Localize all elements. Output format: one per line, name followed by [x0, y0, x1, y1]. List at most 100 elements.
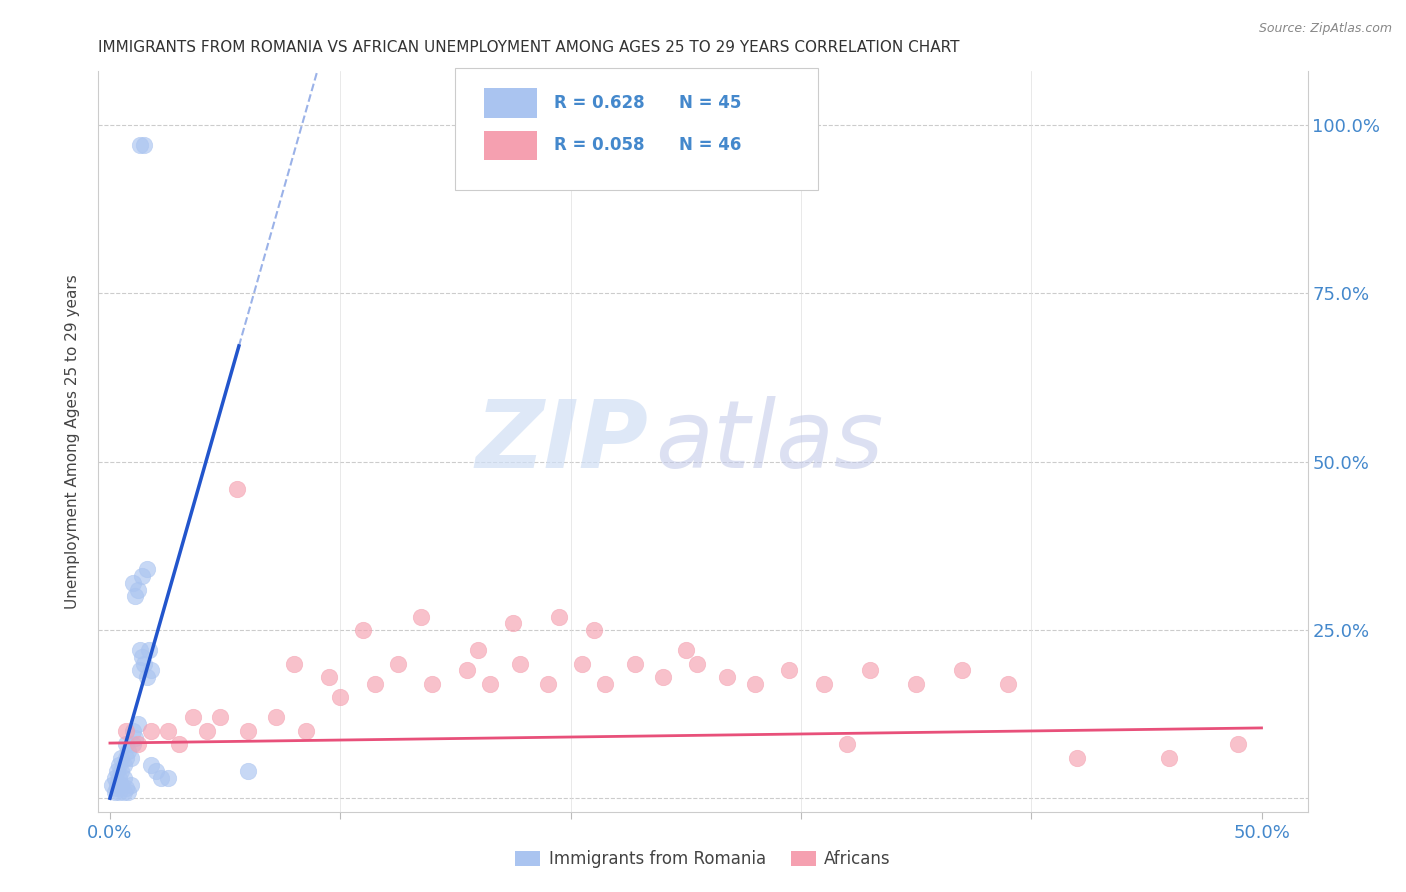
Point	[675, 643, 697, 657]
Point	[131, 649, 153, 664]
Text: ZIP: ZIP	[475, 395, 648, 488]
Point	[582, 623, 605, 637]
Point	[236, 723, 259, 738]
Point	[859, 664, 882, 678]
FancyBboxPatch shape	[484, 130, 537, 161]
Point	[478, 677, 501, 691]
Point	[120, 751, 142, 765]
Y-axis label: Unemployment Among Ages 25 to 29 years: Unemployment Among Ages 25 to 29 years	[65, 274, 80, 609]
Point	[108, 757, 131, 772]
Point	[105, 778, 128, 792]
Legend: Immigrants from Romania, Africans: Immigrants from Romania, Africans	[509, 844, 897, 875]
Text: R = 0.628: R = 0.628	[554, 95, 645, 112]
Point	[225, 482, 247, 496]
Point	[135, 670, 157, 684]
Point	[1159, 751, 1181, 765]
Point	[502, 616, 524, 631]
Point	[686, 657, 709, 671]
Point	[624, 657, 647, 671]
Point	[128, 664, 150, 678]
Point	[352, 623, 374, 637]
Point	[122, 575, 145, 590]
Point	[593, 677, 616, 691]
Point	[156, 771, 179, 785]
Point	[115, 723, 138, 738]
Point	[115, 751, 138, 765]
Point	[950, 664, 973, 678]
Point	[571, 657, 593, 671]
Point	[101, 778, 124, 792]
Point	[135, 562, 157, 576]
Point	[283, 657, 305, 671]
Point	[105, 764, 128, 779]
Point	[1227, 738, 1250, 752]
Point	[997, 677, 1019, 691]
Point	[105, 781, 128, 796]
Point	[112, 757, 135, 772]
Point	[128, 643, 150, 657]
Point	[329, 690, 352, 705]
Point	[467, 643, 489, 657]
Point	[138, 643, 160, 657]
Point	[110, 764, 132, 779]
Point	[128, 138, 150, 153]
Text: N = 46: N = 46	[679, 136, 741, 154]
Point	[117, 784, 139, 798]
Point	[110, 778, 132, 792]
Point	[651, 670, 673, 684]
Point	[141, 723, 163, 738]
Point	[120, 778, 142, 792]
Text: R = 0.058: R = 0.058	[554, 136, 645, 154]
Point	[124, 590, 146, 604]
FancyBboxPatch shape	[456, 68, 818, 190]
Point	[149, 771, 172, 785]
Point	[156, 723, 179, 738]
Point	[122, 723, 145, 738]
Point	[364, 677, 387, 691]
Point	[117, 744, 139, 758]
Point	[744, 677, 766, 691]
Point	[131, 569, 153, 583]
Point	[422, 677, 444, 691]
Point	[181, 710, 204, 724]
Point	[548, 609, 571, 624]
Point	[127, 717, 149, 731]
Point	[127, 738, 149, 752]
Point	[456, 664, 478, 678]
Point	[103, 771, 125, 785]
Point	[127, 582, 149, 597]
Point	[195, 723, 218, 738]
Point	[167, 738, 190, 752]
Point	[108, 784, 131, 798]
Point	[778, 664, 800, 678]
Point	[236, 764, 259, 779]
Point	[134, 138, 156, 153]
Point	[1066, 751, 1088, 765]
Text: N = 45: N = 45	[679, 95, 741, 112]
Point	[716, 670, 738, 684]
Point	[103, 784, 125, 798]
Point	[145, 764, 167, 779]
Text: atlas: atlas	[655, 396, 883, 487]
Point	[112, 771, 135, 785]
Point	[409, 609, 432, 624]
Point	[294, 723, 316, 738]
Point	[536, 677, 558, 691]
Point	[209, 710, 232, 724]
Point	[141, 664, 163, 678]
Point	[108, 771, 131, 785]
Point	[112, 784, 135, 798]
Point	[264, 710, 287, 724]
Point	[124, 731, 146, 745]
Text: Source: ZipAtlas.com: Source: ZipAtlas.com	[1258, 22, 1392, 36]
Point	[813, 677, 835, 691]
Point	[110, 751, 132, 765]
Point	[387, 657, 409, 671]
Point	[141, 757, 163, 772]
Point	[122, 738, 145, 752]
Text: IMMIGRANTS FROM ROMANIA VS AFRICAN UNEMPLOYMENT AMONG AGES 25 TO 29 YEARS CORREL: IMMIGRANTS FROM ROMANIA VS AFRICAN UNEMP…	[98, 40, 960, 55]
Point	[115, 781, 138, 796]
Point	[509, 657, 531, 671]
Point	[134, 657, 156, 671]
Point	[115, 738, 138, 752]
